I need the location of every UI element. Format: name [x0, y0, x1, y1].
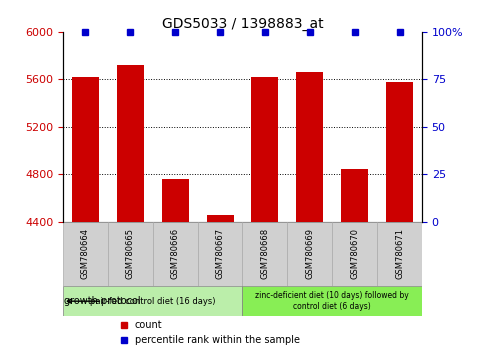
Bar: [63, 222, 107, 286]
Bar: [242, 286, 421, 316]
Bar: [340, 170, 367, 222]
Bar: [117, 65, 143, 222]
Text: GSM780668: GSM780668: [260, 228, 269, 279]
Bar: [197, 222, 242, 286]
Text: GSM780669: GSM780669: [304, 228, 314, 279]
Bar: [161, 179, 188, 222]
Text: growth protocol: growth protocol: [64, 296, 140, 306]
Text: GSM780671: GSM780671: [394, 228, 403, 279]
Text: GSM780664: GSM780664: [81, 228, 90, 279]
Bar: [287, 222, 332, 286]
Bar: [152, 222, 197, 286]
Text: GSM780667: GSM780667: [215, 228, 224, 279]
Text: pair-fed control diet (16 days): pair-fed control diet (16 days): [90, 297, 215, 306]
Bar: [72, 77, 99, 222]
Text: GSM780665: GSM780665: [125, 228, 135, 279]
Bar: [385, 82, 412, 222]
Text: GSM780670: GSM780670: [349, 228, 359, 279]
Bar: [332, 222, 376, 286]
Text: percentile rank within the sample: percentile rank within the sample: [135, 335, 299, 345]
Text: GSM780666: GSM780666: [170, 228, 180, 279]
Bar: [296, 72, 322, 222]
Text: zinc-deficient diet (10 days) followed by
control diet (6 days): zinc-deficient diet (10 days) followed b…: [255, 291, 408, 311]
Bar: [251, 77, 278, 222]
Bar: [206, 215, 233, 222]
Title: GDS5033 / 1398883_at: GDS5033 / 1398883_at: [161, 17, 323, 31]
Bar: [107, 222, 152, 286]
Bar: [376, 222, 421, 286]
Text: count: count: [135, 320, 162, 330]
Bar: [242, 222, 287, 286]
Bar: [63, 286, 242, 316]
